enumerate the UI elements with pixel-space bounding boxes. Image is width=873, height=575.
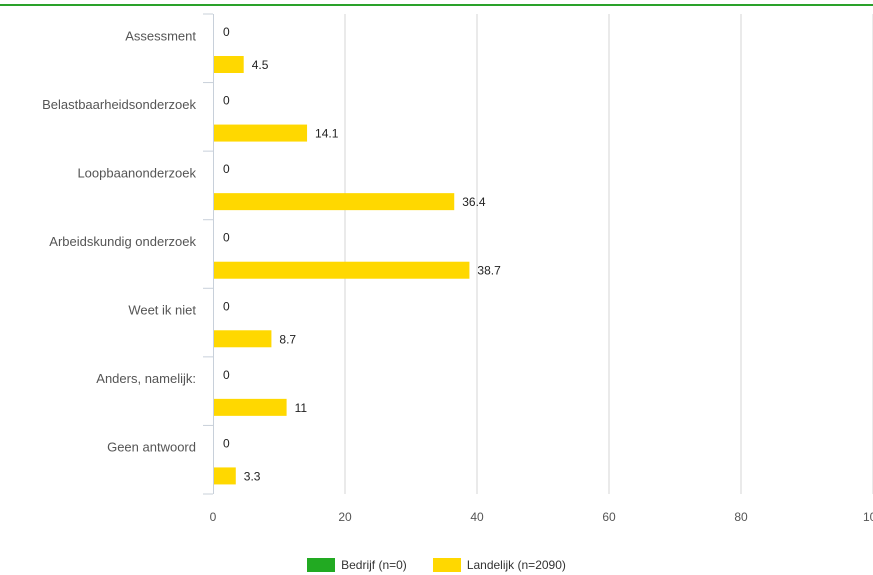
x-tick-label: 0 — [210, 510, 217, 524]
data-label-bedrijf: 0 — [223, 299, 230, 313]
category-label: Anders, namelijk: — [96, 371, 196, 386]
bar-landelijk — [214, 330, 272, 348]
bar-landelijk — [214, 261, 470, 279]
data-label-bedrijf: 0 — [223, 231, 230, 245]
category-label: Arbeidskundig onderzoek — [49, 234, 196, 249]
category-label: Geen antwoord — [107, 440, 196, 455]
legend: Bedrijf (n=0) Landelijk (n=2090) — [0, 555, 873, 575]
bar-landelijk — [214, 467, 236, 485]
category-label: Loopbaanonderzoek — [77, 165, 196, 180]
legend-label: Landelijk (n=2090) — [466, 558, 566, 572]
legend-swatch — [432, 558, 461, 572]
data-label-bedrijf: 0 — [223, 94, 230, 108]
x-tick-label: 60 — [602, 510, 616, 524]
category-label: Belastbaarheidsonderzoek — [42, 97, 196, 112]
x-tick-label: 80 — [734, 510, 748, 524]
category-label: Assessment — [125, 28, 196, 43]
data-label-landelijk: 3.3 — [244, 469, 261, 483]
top-accent-line — [0, 4, 873, 6]
bar-landelijk — [214, 124, 308, 142]
data-label-bedrijf: 0 — [223, 436, 230, 450]
legend-swatch — [307, 558, 336, 572]
data-label-bedrijf: 0 — [223, 162, 230, 176]
x-tick-label: 20 — [338, 510, 352, 524]
data-label-landelijk: 36.4 — [462, 195, 486, 209]
data-label-landelijk: 11 — [295, 401, 308, 415]
data-label-landelijk: 8.7 — [279, 332, 296, 346]
x-tick-label: 40 — [470, 510, 484, 524]
data-label-landelijk: 4.5 — [252, 58, 269, 72]
x-tick-label: 100 — [863, 510, 873, 524]
legend-item[interactable]: Bedrijf (n=0) — [307, 558, 407, 572]
data-label-landelijk: 38.7 — [477, 264, 501, 278]
legend-item[interactable]: Landelijk (n=2090) — [432, 558, 566, 572]
category-label: Weet ik niet — [128, 303, 196, 318]
data-label-bedrijf: 0 — [223, 25, 230, 39]
data-label-bedrijf: 0 — [223, 368, 230, 382]
bar-landelijk — [214, 398, 287, 416]
bar-landelijk — [214, 56, 244, 73]
data-label-landelijk: 14.1 — [315, 127, 339, 141]
legend-label: Bedrijf (n=0) — [341, 558, 407, 572]
bar-landelijk — [214, 193, 455, 211]
